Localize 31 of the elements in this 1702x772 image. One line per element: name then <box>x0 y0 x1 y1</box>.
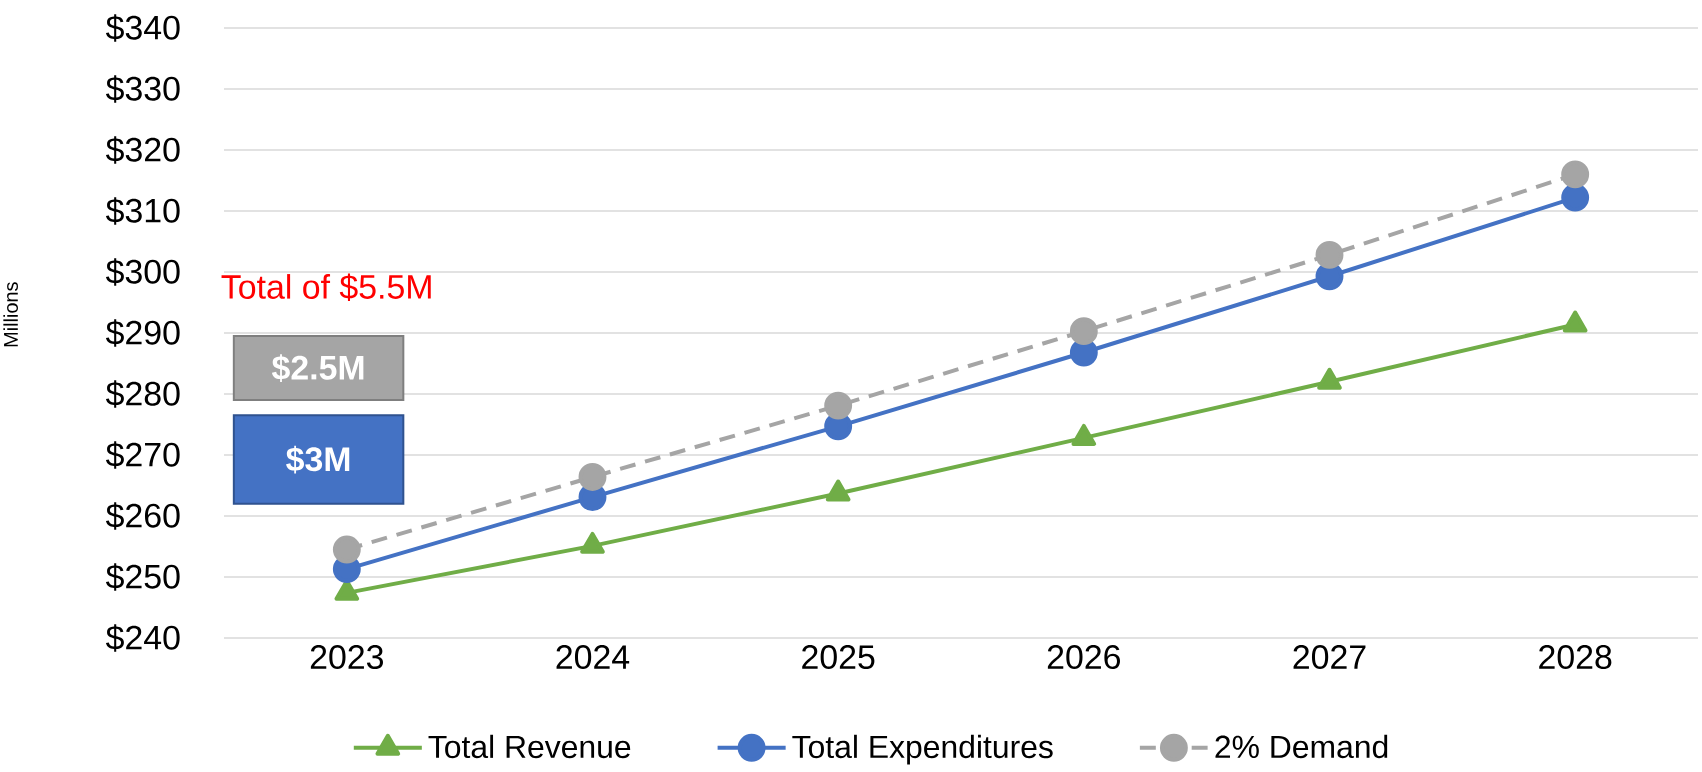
legend-label: Total Revenue <box>428 734 631 759</box>
y-tick-label: $310 <box>105 197 180 225</box>
y-tick-label: $330 <box>105 75 180 103</box>
y-tick-label: $320 <box>105 136 180 164</box>
point <box>824 391 853 420</box>
x-tick-label: 2025 <box>802 645 875 670</box>
legend-label: Total Expenditures <box>792 734 1053 765</box>
y-tick-label: $260 <box>105 502 180 530</box>
y-tick-label: $240 <box>105 624 180 652</box>
point <box>1315 240 1344 269</box>
annotation: Total of $5.5M <box>221 273 431 301</box>
y-tick-label: $340 <box>105 14 180 42</box>
y-tick-label: $270 <box>105 441 180 469</box>
annotation: $2.5M <box>271 354 364 382</box>
point <box>1561 183 1590 212</box>
annotation: $3M <box>286 445 350 474</box>
legend-label: 2% Demand <box>1215 734 1388 759</box>
point <box>578 463 607 491</box>
point <box>1561 160 1590 189</box>
x-tick-label: 2027 <box>1293 645 1366 670</box>
point <box>332 535 361 564</box>
y-tick-label: $300 <box>105 258 180 286</box>
x-tick-label: 2024 <box>556 645 630 670</box>
x-tick-label: 2028 <box>1539 645 1612 670</box>
x-tick-label: 2026 <box>1047 645 1120 670</box>
y-tick-label: $280 <box>105 380 180 408</box>
y-tick-label: $250 <box>105 563 180 591</box>
point <box>1069 317 1098 346</box>
x-tick-label: 2023 <box>310 645 383 670</box>
y-tick-label: $290 <box>105 319 180 347</box>
y-axis-title: Millions <box>3 282 18 347</box>
